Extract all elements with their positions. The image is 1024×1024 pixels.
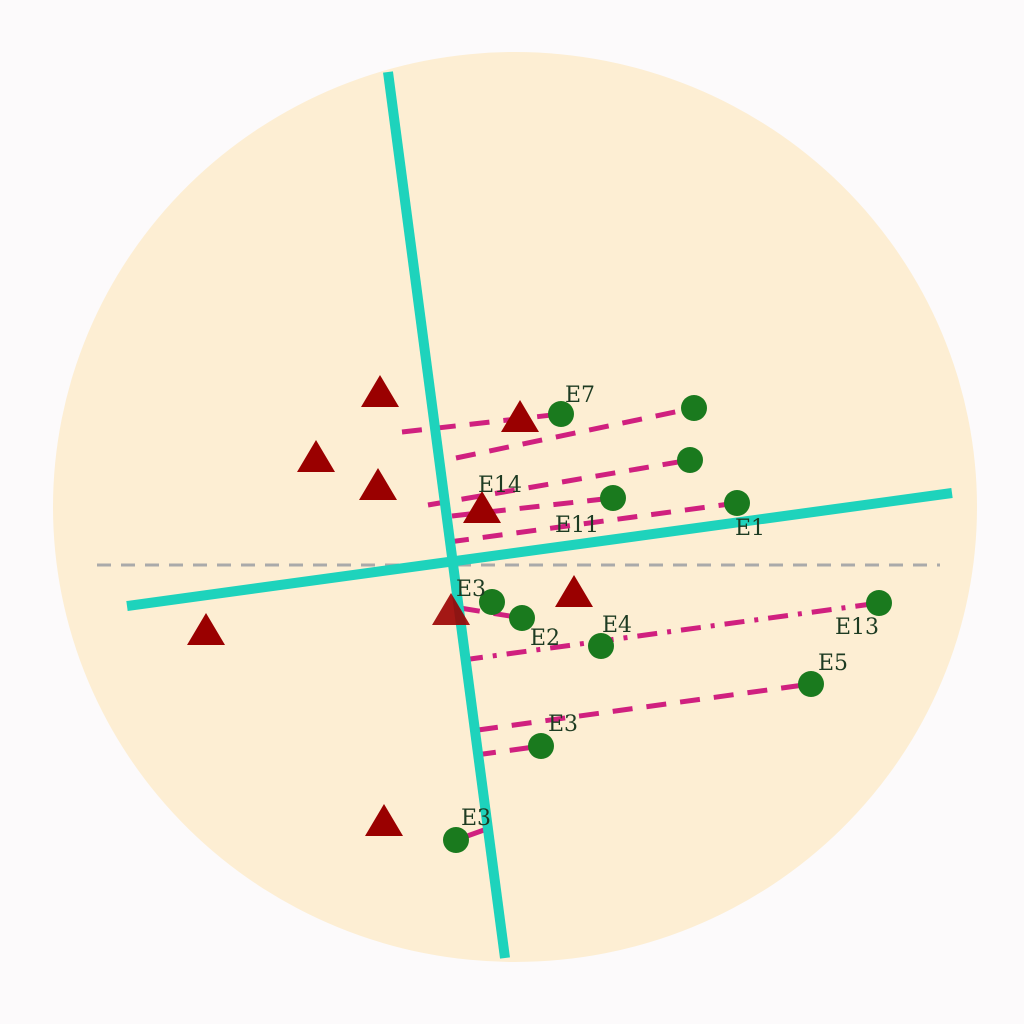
circle-marker [798,671,824,697]
point-label: E1 [735,516,765,541]
circle-marker [443,827,469,853]
triangle-marker [463,491,501,523]
circle-marker [866,590,892,616]
connector-line-dashdot [462,600,880,663]
triangle-marker [432,593,470,625]
triangle-marker [187,613,225,645]
triangle-marker [361,375,399,407]
circle-marker [681,395,707,421]
triangle-marker [365,804,403,836]
circle-marker [479,589,505,615]
disk-background [53,52,977,962]
circle-marker [548,401,574,427]
circle-marker [509,605,535,631]
point-label: E13 [835,615,879,640]
triangle-markers [187,375,593,836]
vertical-axis [383,71,510,959]
connector-line [451,495,614,519]
triangle-marker [297,440,335,472]
triangle-marker [555,575,593,607]
circle-marker [600,485,626,511]
point-label: E4 [602,613,632,638]
circle-markers [443,395,892,853]
circle-marker [528,733,554,759]
point-label: E11 [555,513,599,538]
point-label: E3 [548,712,578,737]
point-label: E5 [818,651,848,676]
point-label: E2 [530,626,560,651]
point-labels: E7 E14 E11 E1 E3 E2 E4 E13 E5 E3 E3 [456,383,879,831]
connector-line [448,500,738,545]
circle-marker [677,447,703,473]
triangle-marker [501,400,539,432]
connector-line [401,411,562,435]
horizontal-axis [126,488,953,611]
connector-line [455,405,695,461]
point-label: E7 [565,383,595,408]
connector-line [455,827,485,843]
point-label: E3 [461,806,491,831]
point-label: E3 [456,577,486,602]
circle-marker [588,633,614,659]
connector-lines [401,405,880,843]
triangle-marker [359,468,397,500]
connector-line [427,457,691,508]
connector-line [477,681,812,733]
connector-line [475,743,542,758]
circle-marker [724,490,750,516]
axes [126,71,953,959]
point-label: E14 [478,473,522,498]
